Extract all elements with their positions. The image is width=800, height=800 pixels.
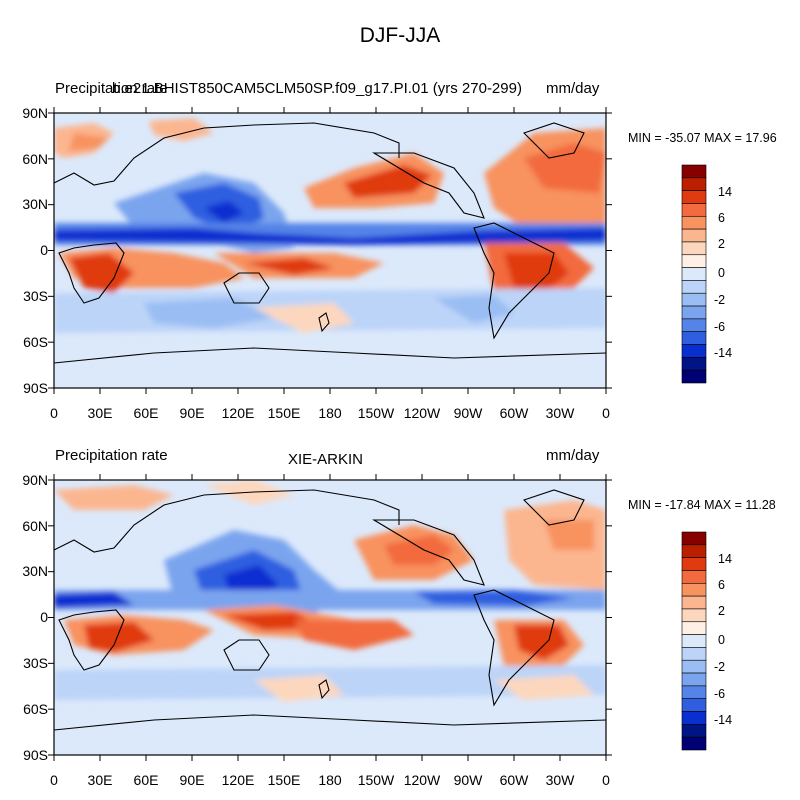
p2-lon-tick: 90W: [453, 772, 483, 788]
panel1-center-label: b.e21.BHIST850CAM5CLM50SP.f09_g17.PI.01 …: [112, 80, 522, 97]
panel2-colorbar: [681, 531, 707, 751]
p2-lat-tick: 60N: [22, 518, 48, 534]
colorbar-swatch: [681, 369, 707, 384]
p1-lat-tick: 0: [40, 242, 48, 258]
p2-lat-tick: 60S: [23, 701, 48, 717]
p1-lat-tick: 30S: [23, 288, 48, 304]
panel1-left-label: Precipitation rate: [55, 80, 168, 97]
p2-lon-tick: 30W: [545, 772, 575, 788]
p2-lat-tick: 90N: [22, 472, 48, 488]
p2-cb-label: 6: [718, 578, 725, 592]
p1-cb-label: -14: [714, 346, 733, 360]
p1-cb-label: 14: [718, 185, 732, 199]
p1-lat-tick: 90N: [22, 105, 48, 121]
p2-cb-label: -6: [714, 687, 726, 701]
p2-cb-label: 0: [718, 633, 725, 647]
p2-lon-tick: 180: [318, 772, 342, 788]
p1-lat-tick: 60S: [23, 334, 48, 350]
panel1-right-label: mm/day: [546, 80, 600, 97]
p1-lon-tick: 90E: [179, 405, 205, 421]
p1-cb-label: -6: [714, 320, 726, 334]
p1-lat-tick: 60N: [22, 151, 48, 167]
p2-lon-tick: 120E: [221, 772, 255, 788]
p2-lon-tick: 60W: [499, 772, 529, 788]
panel2-map: [53, 479, 607, 756]
p2-lon-tick: 30E: [87, 772, 113, 788]
p1-lon-tick: 30W: [545, 405, 575, 421]
p2-lon-tick: 60E: [133, 772, 159, 788]
p1-lon-tick: 150E: [267, 405, 301, 421]
p2-lat-tick: 30N: [22, 563, 48, 579]
p1-lat-tick: 30N: [22, 196, 48, 212]
p1-cb-label: 6: [718, 211, 725, 225]
p1-cb-label: 0: [718, 266, 725, 280]
p2-lon-tick: 90E: [179, 772, 205, 788]
panel2-center-label: XIE-ARKIN: [288, 451, 364, 468]
p1-lon-tick: 120E: [221, 405, 255, 421]
p1-lon-tick: 0: [602, 405, 610, 421]
figure-title: DJF-JJA: [359, 24, 441, 47]
p1-lat-tick: 90S: [23, 380, 48, 396]
p1-lon-tick: 120W: [403, 405, 441, 421]
p1-lon-tick: 150W: [357, 405, 395, 421]
p2-lon-tick: 120W: [403, 772, 441, 788]
p2-lon-tick: 0: [602, 772, 610, 788]
p1-cb-label: 2: [718, 237, 725, 251]
p2-cb-label: -14: [714, 713, 733, 727]
p2-lon-tick: 150E: [267, 772, 301, 788]
p2-cb-label: -2: [714, 660, 726, 674]
p1-lon-tick: 0: [50, 405, 58, 421]
panel2-min-max: MIN = -17.84 MAX = 11.28: [628, 498, 776, 512]
colorbar-swatch: [681, 736, 707, 751]
p1-cb-label: -2: [714, 293, 726, 307]
p2-cb-label: 14: [718, 552, 732, 566]
p2-lat-tick: 0: [40, 609, 48, 625]
p2-lat-tick: 90S: [23, 747, 48, 763]
panel1-min-max: MIN = -35.07 MAX = 17.96: [628, 131, 777, 145]
p1-lon-tick: 60W: [499, 405, 529, 421]
p2-lat-tick: 30S: [23, 655, 48, 671]
p2-cb-label: 2: [718, 604, 725, 618]
p1-lon-tick: 90W: [453, 405, 483, 421]
p1-lon-tick: 60E: [133, 405, 159, 421]
panel2-left-label: Precipitation rate: [55, 447, 168, 464]
p2-lon-tick: 0: [50, 772, 58, 788]
p1-lon-tick: 180: [318, 405, 342, 421]
panel2-right-label: mm/day: [546, 447, 600, 464]
p1-lon-tick: 30E: [87, 405, 113, 421]
p2-lon-tick: 150W: [357, 772, 395, 788]
panel1-colorbar: [681, 164, 707, 384]
panel1-map: [53, 112, 607, 389]
